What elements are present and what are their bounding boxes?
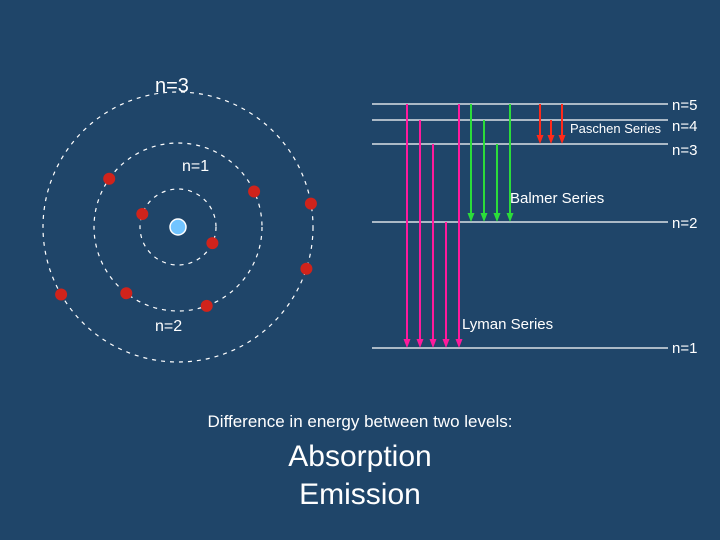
balmer-arrowhead <box>468 213 475 222</box>
level-label: n=5 <box>672 97 697 114</box>
series-label: Paschen Series <box>570 121 661 136</box>
electron <box>120 287 132 299</box>
balmer-arrowhead <box>507 213 514 222</box>
orbit-label: n=2 <box>155 318 182 336</box>
electron <box>136 208 148 220</box>
diagram-root: n=1 n=2 n=3 n=5 n=4 n=3 n=2 n=1 Paschen Series Ba… <box>0 0 720 540</box>
orbit-label: n=1 <box>182 158 209 176</box>
electron <box>55 289 67 301</box>
level-label: n=4 <box>672 118 697 135</box>
electron <box>103 173 115 185</box>
caption-absorption: Absorption <box>0 440 720 474</box>
lyman-arrowhead <box>417 339 424 348</box>
nucleus <box>170 219 186 235</box>
paschen-arrowhead <box>548 135 555 144</box>
electron <box>300 263 312 275</box>
electron <box>248 186 260 198</box>
orbit-label: n=3 <box>155 75 189 98</box>
series-label: Balmer Series <box>510 190 604 207</box>
series-label: Lyman Series <box>462 316 553 333</box>
electron <box>201 300 213 312</box>
lyman-arrowhead <box>404 339 411 348</box>
caption-emission: Emission <box>0 478 720 512</box>
electron <box>206 237 218 249</box>
level-label: n=1 <box>672 340 697 357</box>
lyman-arrowhead <box>443 339 450 348</box>
paschen-arrowhead <box>559 135 566 144</box>
lyman-arrowhead <box>430 339 437 348</box>
balmer-arrowhead <box>481 213 488 222</box>
caption-line1: Difference in energy between two levels: <box>0 412 720 432</box>
balmer-arrowhead <box>494 213 501 222</box>
lyman-arrowhead <box>456 339 463 348</box>
level-label: n=2 <box>672 215 697 232</box>
level-label: n=3 <box>672 142 697 159</box>
paschen-arrowhead <box>537 135 544 144</box>
electron <box>305 198 317 210</box>
